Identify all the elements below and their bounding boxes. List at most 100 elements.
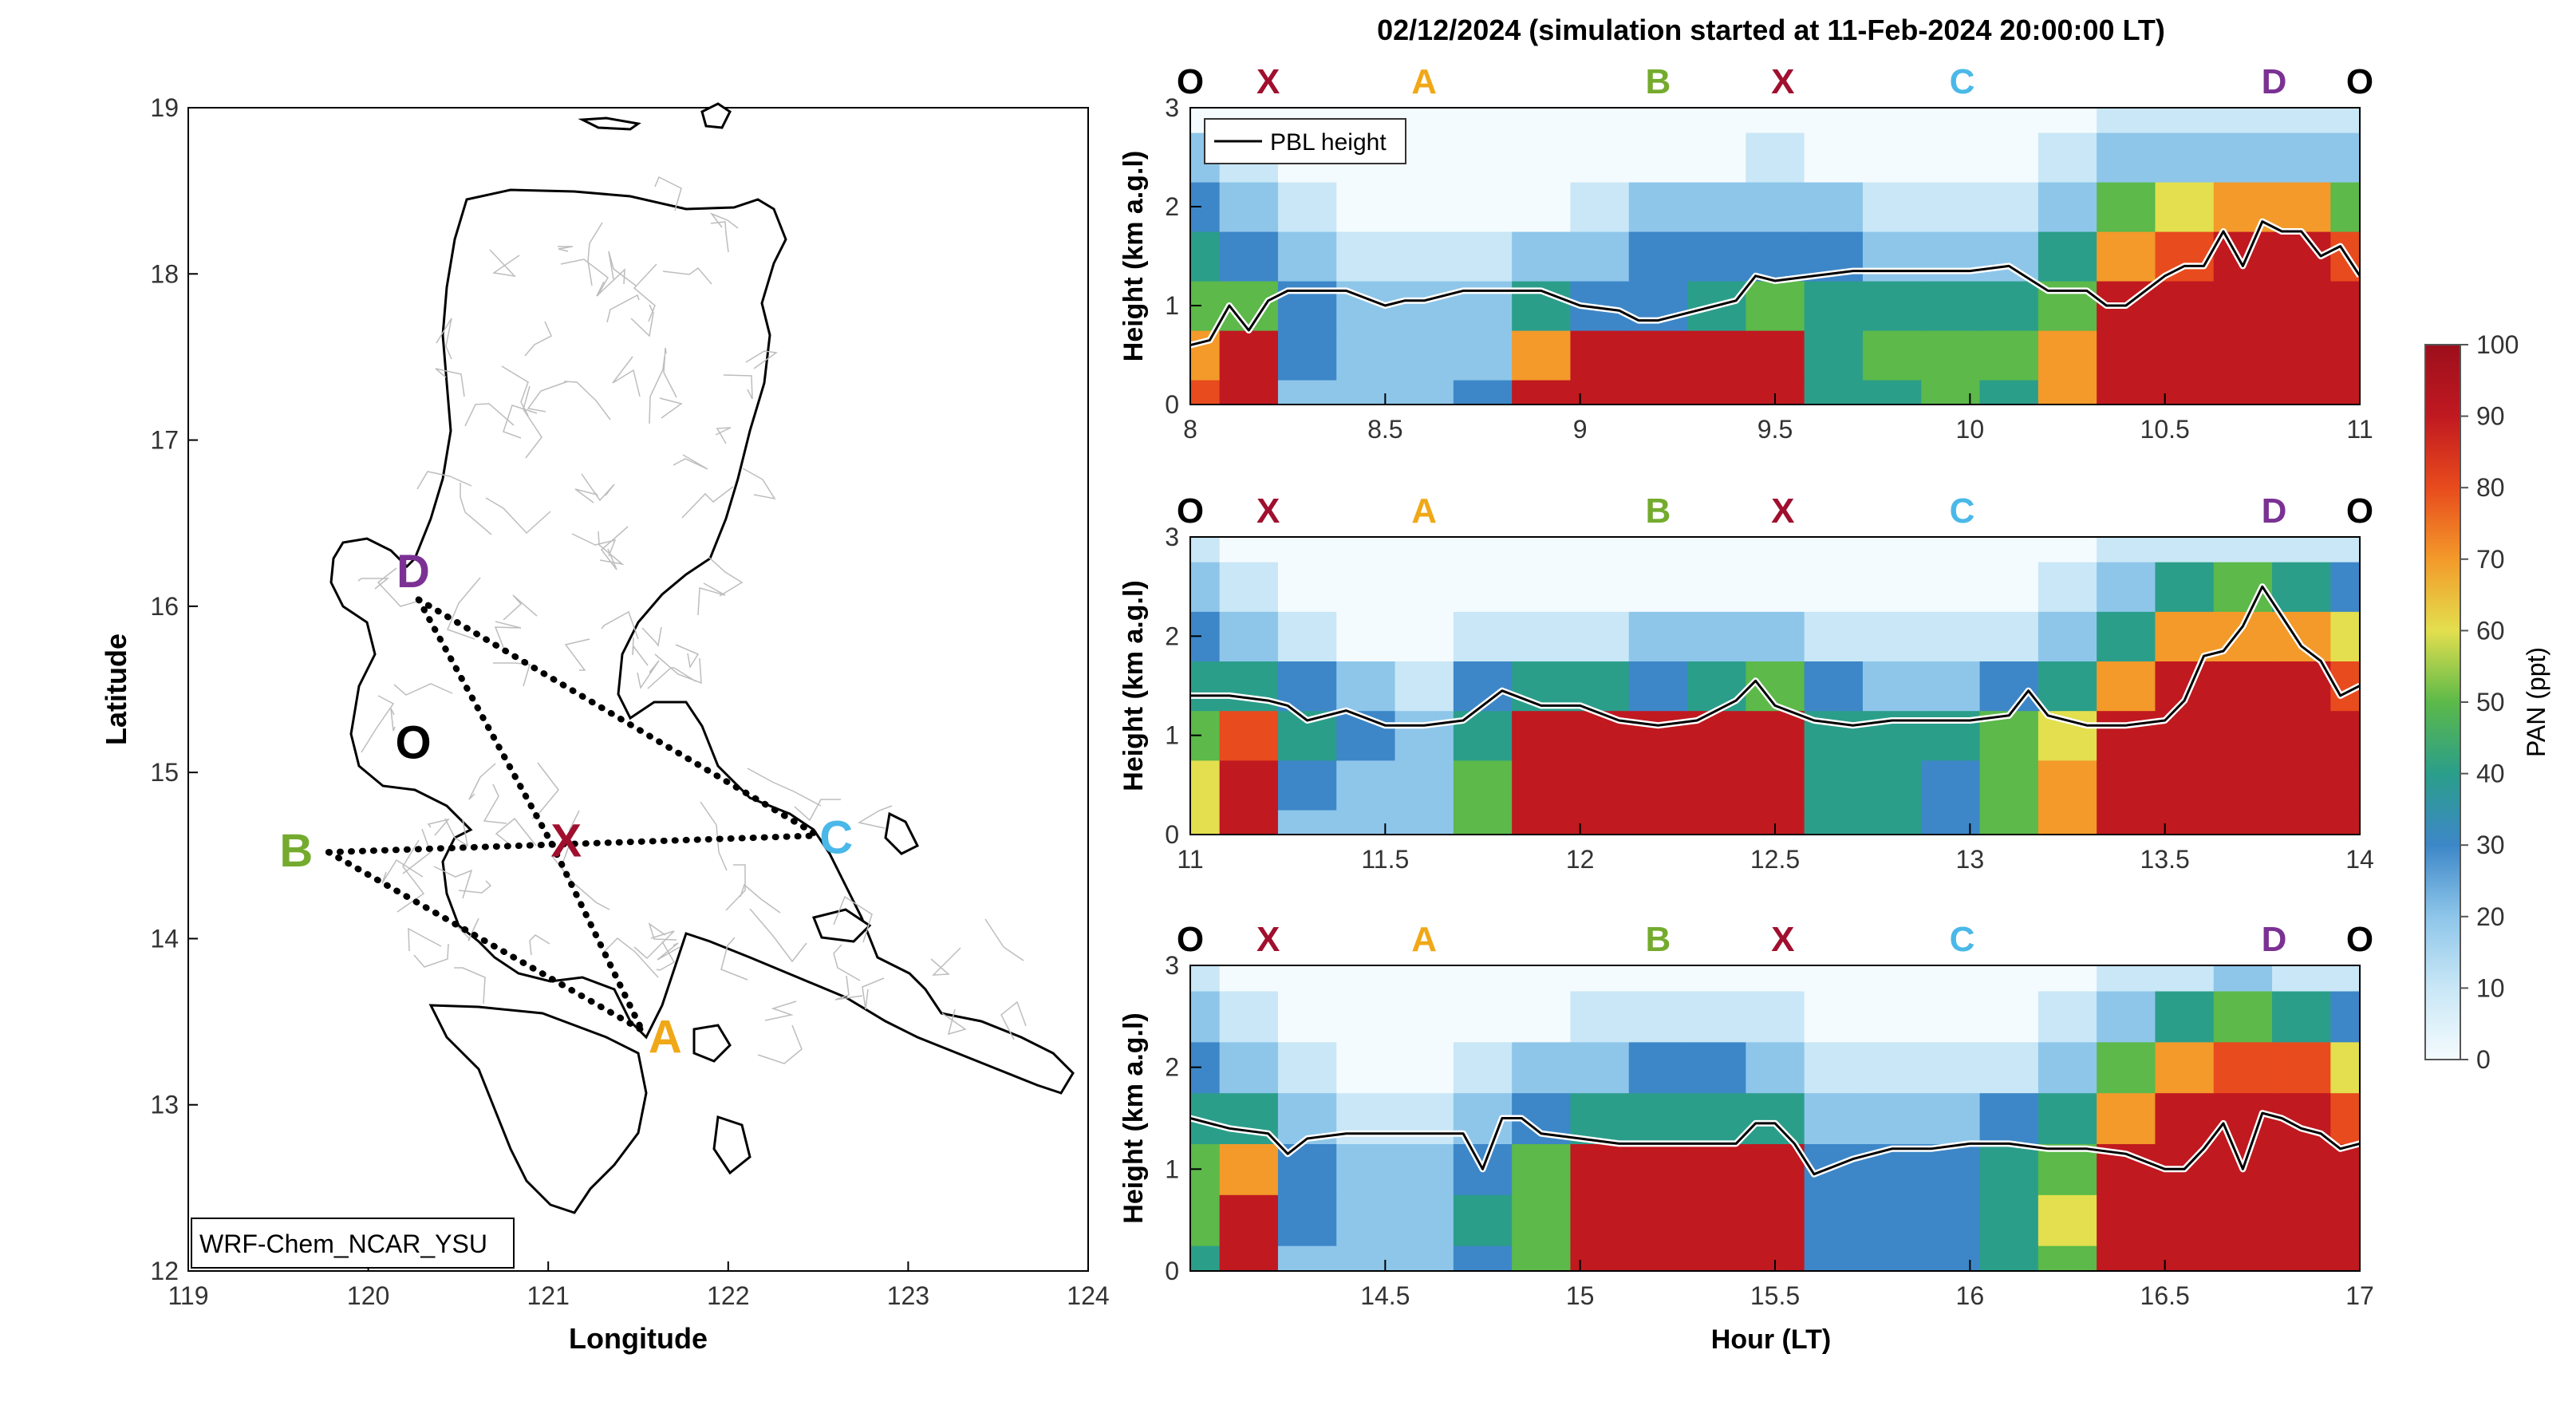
pan-cell — [2038, 380, 2097, 405]
municipal-border — [483, 783, 507, 824]
pan-cell — [1979, 1245, 2039, 1272]
pan-cell — [2038, 231, 2097, 282]
map-panel: O X A B C D 119 120 121 122 123 124 12 13 14 15 16 17 18… — [100, 93, 1110, 1355]
pan-cell — [2155, 330, 2215, 381]
pan-cell — [2038, 132, 2097, 183]
island-coastline — [578, 116, 641, 131]
route-segment — [548, 840, 645, 1033]
route-segment — [325, 832, 822, 856]
pan-cell — [1804, 1245, 1864, 1272]
municipal-border — [641, 626, 662, 647]
map-ylabel: Latitude — [100, 633, 132, 745]
pan-cell — [1921, 562, 1981, 612]
municipal-border — [633, 263, 657, 322]
municipal-border — [834, 975, 863, 1001]
municipal-border — [416, 471, 472, 490]
route-segment — [415, 596, 822, 839]
route-site-x: X — [1256, 920, 1280, 959]
municipal-border — [603, 937, 659, 978]
pan-cell — [1628, 108, 1688, 133]
pan-cell — [1219, 990, 1279, 1043]
municipal-border — [745, 350, 778, 369]
pan-cell — [1921, 281, 1981, 331]
pan-cell — [1979, 1194, 2039, 1246]
municipal-border — [587, 222, 603, 286]
pbl-line — [1189, 1111, 2361, 1176]
pan-cell — [2330, 537, 2361, 562]
municipal-border — [464, 403, 515, 427]
pan-cell — [1395, 1194, 1454, 1246]
colorbar-tick-label: 40 — [2476, 760, 2505, 788]
municipal-border — [523, 385, 542, 459]
pan-cell — [2097, 990, 2156, 1043]
municipal-border — [742, 468, 776, 500]
pan-cell — [1746, 132, 1805, 183]
map-x-tick-label: 124 — [1067, 1281, 1109, 1310]
municipal-border — [600, 526, 629, 570]
map-y-tick-label: 18 — [150, 259, 179, 288]
pan-cell — [1219, 611, 1279, 662]
pan-cell — [1628, 330, 1688, 381]
municipal-border — [654, 653, 702, 685]
route-site-x: X — [1771, 920, 1794, 959]
pan-cell — [1512, 1041, 1572, 1094]
pan-cell — [1628, 965, 1688, 992]
pan-cell — [2097, 1092, 2156, 1145]
pan-cell — [1570, 380, 1630, 405]
route-site-o: O — [1177, 920, 1204, 959]
y-tick-label: 1 — [1165, 291, 1179, 320]
pan-cell — [1336, 1245, 1396, 1272]
pan-cell — [1921, 1041, 1981, 1094]
x-tick-label: 16.5 — [2140, 1281, 2190, 1310]
y-tick-label: 2 — [1165, 1053, 1179, 1082]
pan-cell — [2330, 108, 2361, 133]
pan-cell — [1395, 1143, 1454, 1195]
pan-cell — [2213, 990, 2273, 1043]
municipal-border — [606, 294, 640, 323]
colorbar-label: PAN (ppt) — [2522, 647, 2550, 757]
pan-cell — [1277, 809, 1337, 835]
pan-cell — [2330, 182, 2361, 232]
municipal-border — [435, 368, 465, 397]
colorbar-tick-label: 60 — [2476, 616, 2505, 645]
pan-cell — [1512, 562, 1572, 612]
pan-cell — [1862, 990, 1922, 1043]
pan-cell — [1862, 1092, 1922, 1145]
pan-cell — [1921, 182, 1981, 232]
pan-cell — [1862, 132, 1922, 183]
pan-cell — [1512, 990, 1572, 1043]
pan-cell — [2155, 108, 2215, 133]
pan-cell — [2213, 1245, 2273, 1272]
pan-cell — [1190, 1245, 1221, 1272]
municipal-border — [941, 1008, 967, 1036]
pan-cell — [1570, 965, 1630, 992]
municipal-border — [436, 318, 452, 360]
route-site-c: C — [1950, 491, 1975, 531]
pan-cell — [1979, 231, 2039, 282]
pan-cell — [1628, 380, 1688, 405]
municipal-borders — [357, 176, 1027, 1064]
municipal-border — [357, 578, 390, 590]
route-site-a: A — [1411, 920, 1437, 959]
pan-cell — [2038, 1245, 2097, 1272]
hour-xlabel: Hour (LT) — [1711, 1324, 1831, 1355]
x-tick-label: 12.5 — [1750, 845, 1800, 874]
pan-cell — [2038, 760, 2097, 811]
pan-cell — [2097, 611, 2156, 662]
municipal-border — [393, 683, 453, 696]
colorbar-tick-label: 50 — [2476, 688, 2505, 716]
pan-cell — [1862, 965, 1922, 992]
pan-cell — [2155, 965, 2215, 992]
pan-cell — [1395, 809, 1454, 835]
municipal-border — [529, 934, 550, 956]
pan-cell — [2097, 1194, 2156, 1246]
pan-cell — [2272, 760, 2331, 811]
pan-cell — [2038, 809, 2097, 835]
municipal-border — [377, 567, 420, 607]
route-site-c: C — [1950, 62, 1975, 101]
pan-cell — [1804, 760, 1864, 811]
pan-cell — [2097, 710, 2156, 761]
pan-cell — [1746, 1194, 1805, 1246]
pan-cell — [1804, 537, 1864, 562]
